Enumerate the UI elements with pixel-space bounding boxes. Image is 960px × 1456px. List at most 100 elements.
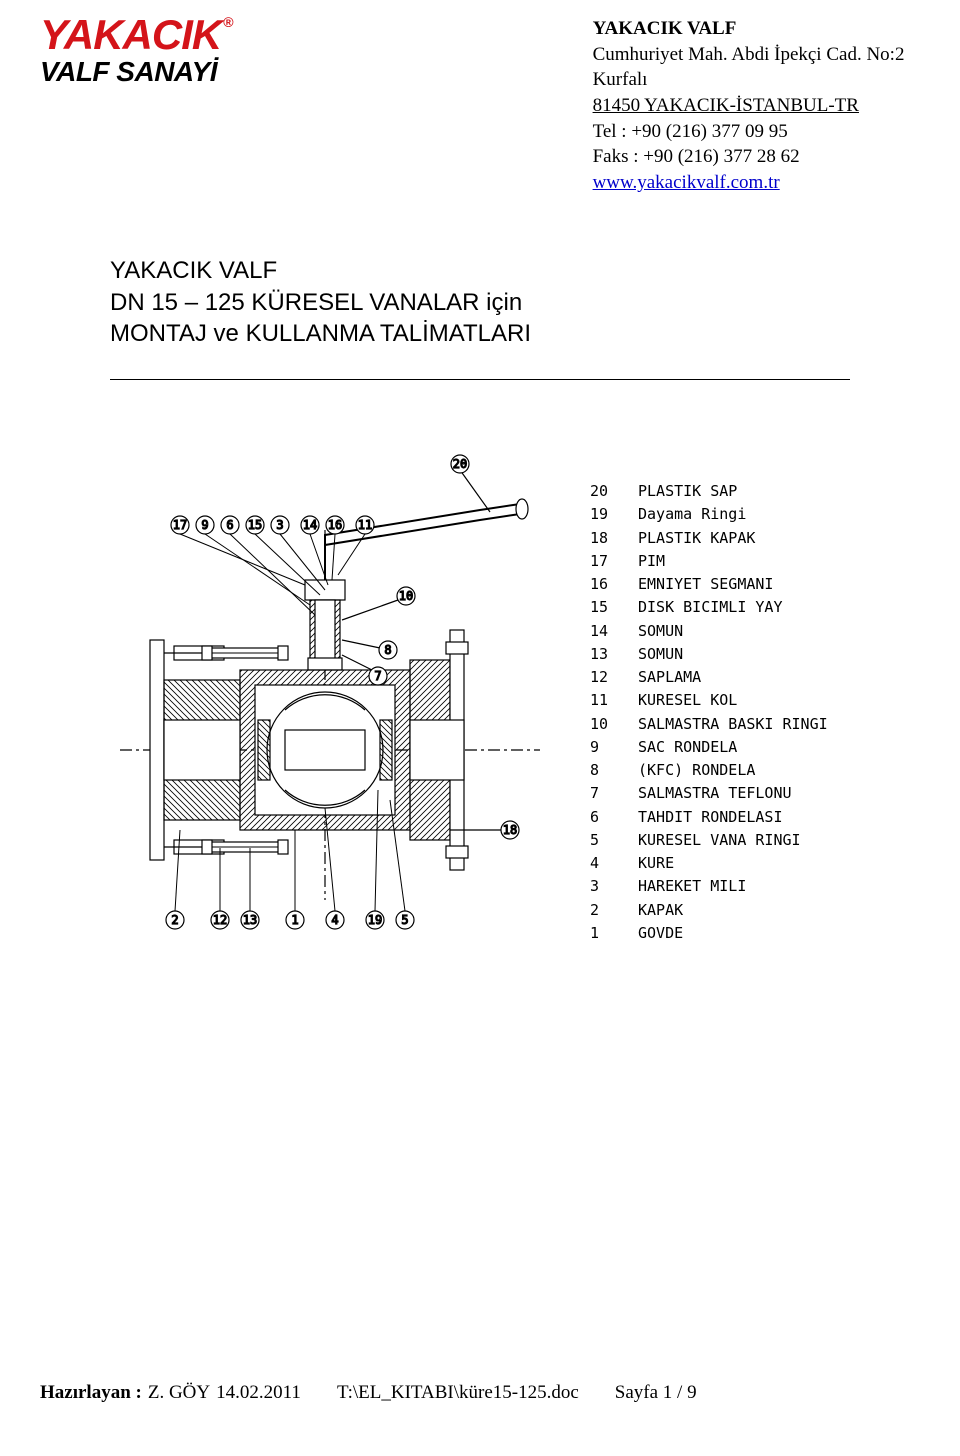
- part-name: SALMASTRA BASKI RINGI: [638, 713, 828, 736]
- parts-list-row: 20 PLASTIK SAP: [590, 480, 828, 503]
- parts-list-row: 5 KURESEL VANA RINGI: [590, 829, 828, 852]
- svg-text:18: 18: [503, 823, 517, 837]
- part-number: 15: [590, 596, 610, 619]
- part-name: KAPAK: [638, 899, 683, 922]
- svg-text:15: 15: [248, 518, 262, 532]
- svg-text:19: 19: [368, 913, 382, 927]
- part-name: (KFC) RONDELA: [638, 759, 755, 782]
- parts-list-row: 18 PLASTIK KAPAK: [590, 527, 828, 550]
- parts-list-row: 1 GOVDE: [590, 922, 828, 945]
- part-number: 8: [590, 759, 610, 782]
- svg-text:14: 14: [303, 518, 317, 532]
- part-number: 6: [590, 806, 610, 829]
- part-name: TAHDIT RONDELASI: [638, 806, 783, 829]
- svg-text:12: 12: [213, 913, 227, 927]
- logo: YAKACIK® VALF SANAYİ: [40, 16, 233, 88]
- footer-page: Sayfa 1 / 9: [615, 1382, 697, 1404]
- address-line-2: 81450 YAKACIK-İSTANBUL-TR: [593, 93, 920, 119]
- part-name: DISK BICIMLI YAY: [638, 596, 783, 619]
- document-title: YAKACIK VALF DN 15 – 125 KÜRESEL VANALAR…: [110, 255, 920, 349]
- part-number: 7: [590, 782, 610, 805]
- title-line-2: DN 15 – 125 KÜRESEL VANALAR için: [110, 287, 920, 318]
- svg-text:20: 20: [453, 457, 467, 471]
- header: YAKACIK® VALF SANAYİ YAKACIK VALF Cumhur…: [40, 16, 920, 195]
- part-name: Dayama Ringi: [638, 503, 746, 526]
- footer: Hazırlayan : Z. GÖY 14.02.2011 T:\EL_KIT…: [40, 1382, 920, 1404]
- svg-text:6: 6: [226, 518, 233, 532]
- part-number: 4: [590, 852, 610, 875]
- parts-list-row: 17PIM: [590, 550, 828, 573]
- svg-text:13: 13: [243, 913, 257, 927]
- address-fax: Faks : +90 (216) 377 28 62: [593, 144, 920, 170]
- part-name: SOMUN: [638, 620, 683, 643]
- address-line-1: Cumhuriyet Mah. Abdi İpekçi Cad. No:2 Ku…: [593, 42, 920, 93]
- svg-text:2: 2: [171, 913, 178, 927]
- logo-reg-mark: ®: [223, 14, 232, 30]
- parts-list-row: 12 SAPLAMA: [590, 666, 828, 689]
- svg-text:8: 8: [384, 643, 391, 657]
- parts-list-row: 8 (KFC) RONDELA: [590, 759, 828, 782]
- prepared-by-label: Hazırlayan :: [40, 1382, 142, 1404]
- parts-list-row: 19 Dayama Ringi: [590, 503, 828, 526]
- website-link[interactable]: www.yakacikvalf.com.tr: [593, 172, 780, 193]
- parts-list-row: 14 SOMUN: [590, 620, 828, 643]
- svg-text:9: 9: [201, 518, 208, 532]
- parts-list-row: 6 TAHDIT RONDELASI: [590, 806, 828, 829]
- part-name: SALMASTRA TEFLONU: [638, 782, 792, 805]
- svg-text:17: 17: [173, 518, 187, 532]
- part-number: 18: [590, 527, 610, 550]
- svg-text:7: 7: [374, 669, 381, 683]
- part-number: 19: [590, 503, 610, 526]
- footer-date: 14.02.2011: [216, 1382, 301, 1404]
- part-name: KURE: [638, 852, 674, 875]
- company-title: YAKACIK VALF: [593, 16, 920, 42]
- svg-text:11: 11: [358, 518, 372, 532]
- part-name: KURESEL VANA RINGI: [638, 829, 801, 852]
- svg-text:16: 16: [328, 518, 342, 532]
- svg-text:1: 1: [291, 913, 298, 927]
- part-number: 17: [590, 550, 610, 573]
- address-block: YAKACIK VALF Cumhuriyet Mah. Abdi İpekçi…: [593, 16, 920, 195]
- parts-list-row: 7 SALMASTRA TEFLONU: [590, 782, 828, 805]
- diagram-area: 20: [110, 430, 920, 960]
- parts-list-row: 13 SOMUN: [590, 643, 828, 666]
- parts-list-row: 4 KURE: [590, 852, 828, 875]
- parts-list-row: 9 SAC RONDELA: [590, 736, 828, 759]
- parts-list-row: 10 SALMASTRA BASKI RINGI: [590, 713, 828, 736]
- part-number: 16: [590, 573, 610, 596]
- parts-list-row: 15 DISK BICIMLI YAY: [590, 596, 828, 619]
- title-divider: [110, 379, 850, 380]
- svg-text:3: 3: [276, 518, 283, 532]
- part-name: SAC RONDELA: [638, 736, 737, 759]
- part-number: 12: [590, 666, 610, 689]
- parts-list-row: 3HAREKET MILI: [590, 875, 828, 898]
- part-number: 14: [590, 620, 610, 643]
- logo-top-text: YAKACIK®: [40, 16, 233, 54]
- part-name: SAPLAMA: [638, 666, 701, 689]
- address-tel: Tel : +90 (216) 377 09 95: [593, 119, 920, 145]
- part-name: PLASTIK KAPAK: [638, 527, 755, 550]
- page: YAKACIK® VALF SANAYİ YAKACIK VALF Cumhur…: [0, 0, 960, 1456]
- svg-text:10: 10: [399, 589, 413, 603]
- part-number: 1: [590, 922, 610, 945]
- part-number: 2: [590, 899, 610, 922]
- part-name: GOVDE: [638, 922, 683, 945]
- parts-list-row: 16 EMNIYET SEGMANI: [590, 573, 828, 596]
- part-name: EMNIYET SEGMANI: [638, 573, 773, 596]
- part-number: 13: [590, 643, 610, 666]
- part-number: 5: [590, 829, 610, 852]
- part-name: KURESEL KOL: [638, 689, 737, 712]
- part-number: 20: [590, 480, 610, 503]
- parts-list-row: 11KURESEL KOL: [590, 689, 828, 712]
- part-number: 3: [590, 875, 610, 898]
- part-number: 9: [590, 736, 610, 759]
- title-line-1: YAKACIK VALF: [110, 255, 920, 286]
- part-name: PLASTIK SAP: [638, 480, 737, 503]
- prepared-by-name: Z. GÖY: [148, 1382, 210, 1404]
- logo-bottom-text: VALF SANAYİ: [40, 56, 217, 88]
- title-line-3: MONTAJ ve KULLANMA TALİMATLARI: [110, 318, 920, 349]
- svg-text:4: 4: [331, 913, 338, 927]
- part-number: 10: [590, 713, 610, 736]
- parts-list-row: 2 KAPAK: [590, 899, 828, 922]
- part-name: SOMUN: [638, 643, 683, 666]
